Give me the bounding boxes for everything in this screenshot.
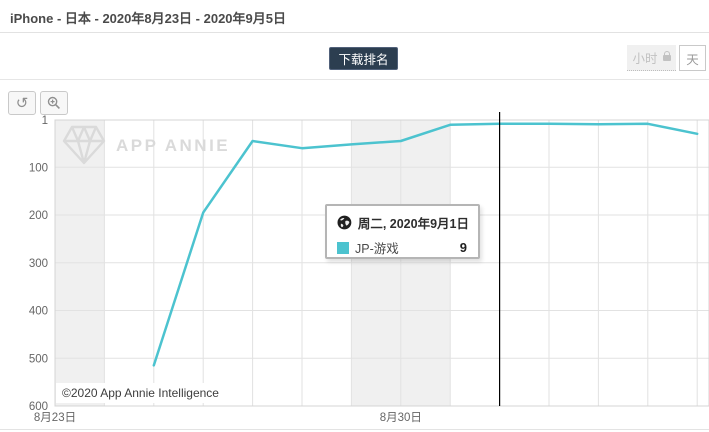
y-axis-label: 1 bbox=[42, 115, 48, 127]
globe-icon bbox=[337, 215, 352, 230]
tooltip-series-row: JP-游戏 9 bbox=[337, 238, 469, 257]
y-axis-label: 300 bbox=[29, 258, 48, 270]
title-bar: iPhone - 日本 - 2020年8月23日 - 2020年9月5日 bbox=[0, 0, 709, 33]
y-axis-label: 500 bbox=[29, 353, 48, 365]
reset-icon: ↺ bbox=[15, 93, 29, 112]
app-annie-gem-icon bbox=[62, 125, 106, 165]
tooltip-header: 周二, 2020年9月1日 bbox=[337, 213, 469, 232]
y-axis-label: 100 bbox=[29, 162, 48, 174]
chart-zoom-button[interactable] bbox=[40, 91, 68, 115]
tooltip-value: 9 bbox=[459, 240, 467, 255]
chart-tooltip: 周二, 2020年9月1日 JP-游戏 9 bbox=[325, 204, 480, 259]
chart-reset-button[interactable]: ↺ bbox=[8, 91, 36, 115]
page-title: iPhone - 日本 - 2020年8月23日 - 2020年9月5日 bbox=[10, 11, 286, 26]
granularity-day-button[interactable]: 天 bbox=[679, 45, 706, 71]
lock-icon bbox=[662, 50, 671, 61]
tooltip-date: 周二, 2020年9月1日 bbox=[357, 217, 469, 231]
y-axis-label: 600 bbox=[29, 401, 48, 413]
x-axis-label: 8月23日 bbox=[34, 412, 76, 424]
rank-line-series bbox=[152, 122, 699, 367]
granularity-day-label: 天 bbox=[686, 52, 699, 67]
copyright-text: ©2020 App Annie Intelligence bbox=[56, 383, 227, 403]
download-rank-tab[interactable]: 下载排名 bbox=[329, 47, 398, 70]
granularity-hour-button[interactable]: 小时 bbox=[627, 45, 676, 71]
watermark-text: APP ANNIE bbox=[116, 136, 230, 155]
bottom-divider bbox=[0, 429, 709, 430]
tooltip-series-swatch bbox=[337, 241, 349, 254]
y-axis-label: 400 bbox=[29, 306, 48, 318]
zoom-in-icon bbox=[47, 96, 60, 109]
x-axis-label: 8月30日 bbox=[380, 412, 422, 424]
plot-border bbox=[54, 119, 709, 407]
granularity-toggle: 小时 天 bbox=[627, 45, 706, 71]
y-axis-label: 200 bbox=[29, 210, 48, 222]
tooltip-series-name: JP-游戏 bbox=[355, 242, 399, 256]
granularity-hour-label: 小时 bbox=[632, 52, 658, 66]
